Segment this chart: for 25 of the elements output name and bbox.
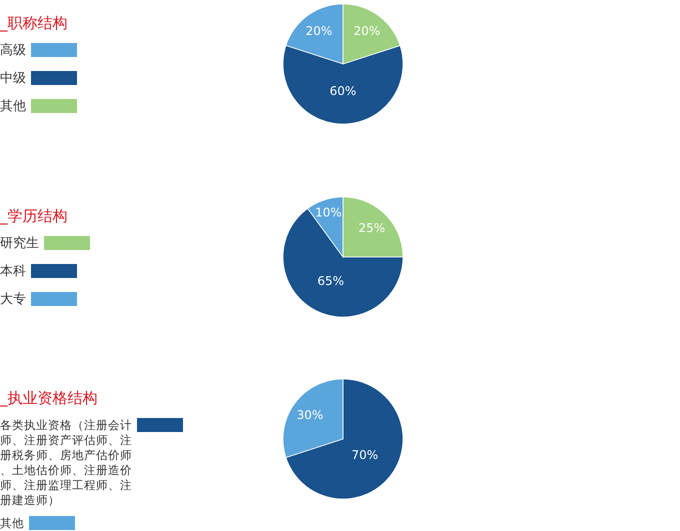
legend-label: 其他	[0, 99, 26, 114]
data-label: 20%	[354, 24, 380, 38]
legend: 高级 中级 其他	[0, 43, 77, 114]
data-label: 70%	[351, 448, 378, 462]
text: _学历结构	[0, 207, 68, 225]
data-label: 30%	[296, 408, 324, 422]
legend-label: 研究生	[0, 236, 39, 251]
legend-label: 大专	[0, 292, 26, 307]
legend-label: 各类执业资格（注册会计师、注册资产评估师、注册税务师、房地产估价师、土地估价师、注册造价师、注册监理工程师、注册建造师）	[0, 418, 132, 507]
data-label: 20%	[306, 24, 332, 38]
pie: 20% 60% 20%	[282, 4, 404, 124]
pie: 25% 65% 10%	[282, 196, 404, 318]
legend-label: 高级	[0, 42, 26, 58]
text: _执业资格结构	[0, 389, 98, 407]
legend-label: 其他	[0, 516, 24, 530]
text: _职称结构	[0, 14, 68, 32]
pie: 70% 30%	[282, 378, 404, 500]
data-label: 65%	[317, 274, 344, 288]
legend: 研究生 本科 大专	[0, 236, 90, 307]
data-label: 10%	[315, 206, 342, 220]
legend-label: 本科	[0, 264, 26, 279]
legend: 各类执业资格（注册会计师、注册资产评估师、注册税务师、房地产估价师、土地估价师、注册造价师、注册监理工程师、注册建造师） 其他	[0, 418, 183, 530]
data-label: 25%	[358, 221, 386, 236]
data-label: 60%	[330, 84, 356, 98]
legend-label: 中级	[0, 71, 26, 86]
